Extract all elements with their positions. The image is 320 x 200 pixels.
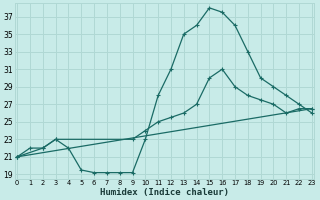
X-axis label: Humidex (Indice chaleur): Humidex (Indice chaleur) <box>100 188 229 197</box>
